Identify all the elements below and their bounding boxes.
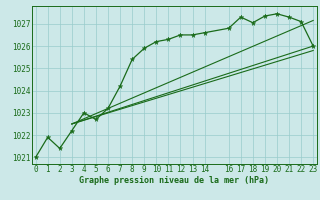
X-axis label: Graphe pression niveau de la mer (hPa): Graphe pression niveau de la mer (hPa): [79, 176, 269, 185]
